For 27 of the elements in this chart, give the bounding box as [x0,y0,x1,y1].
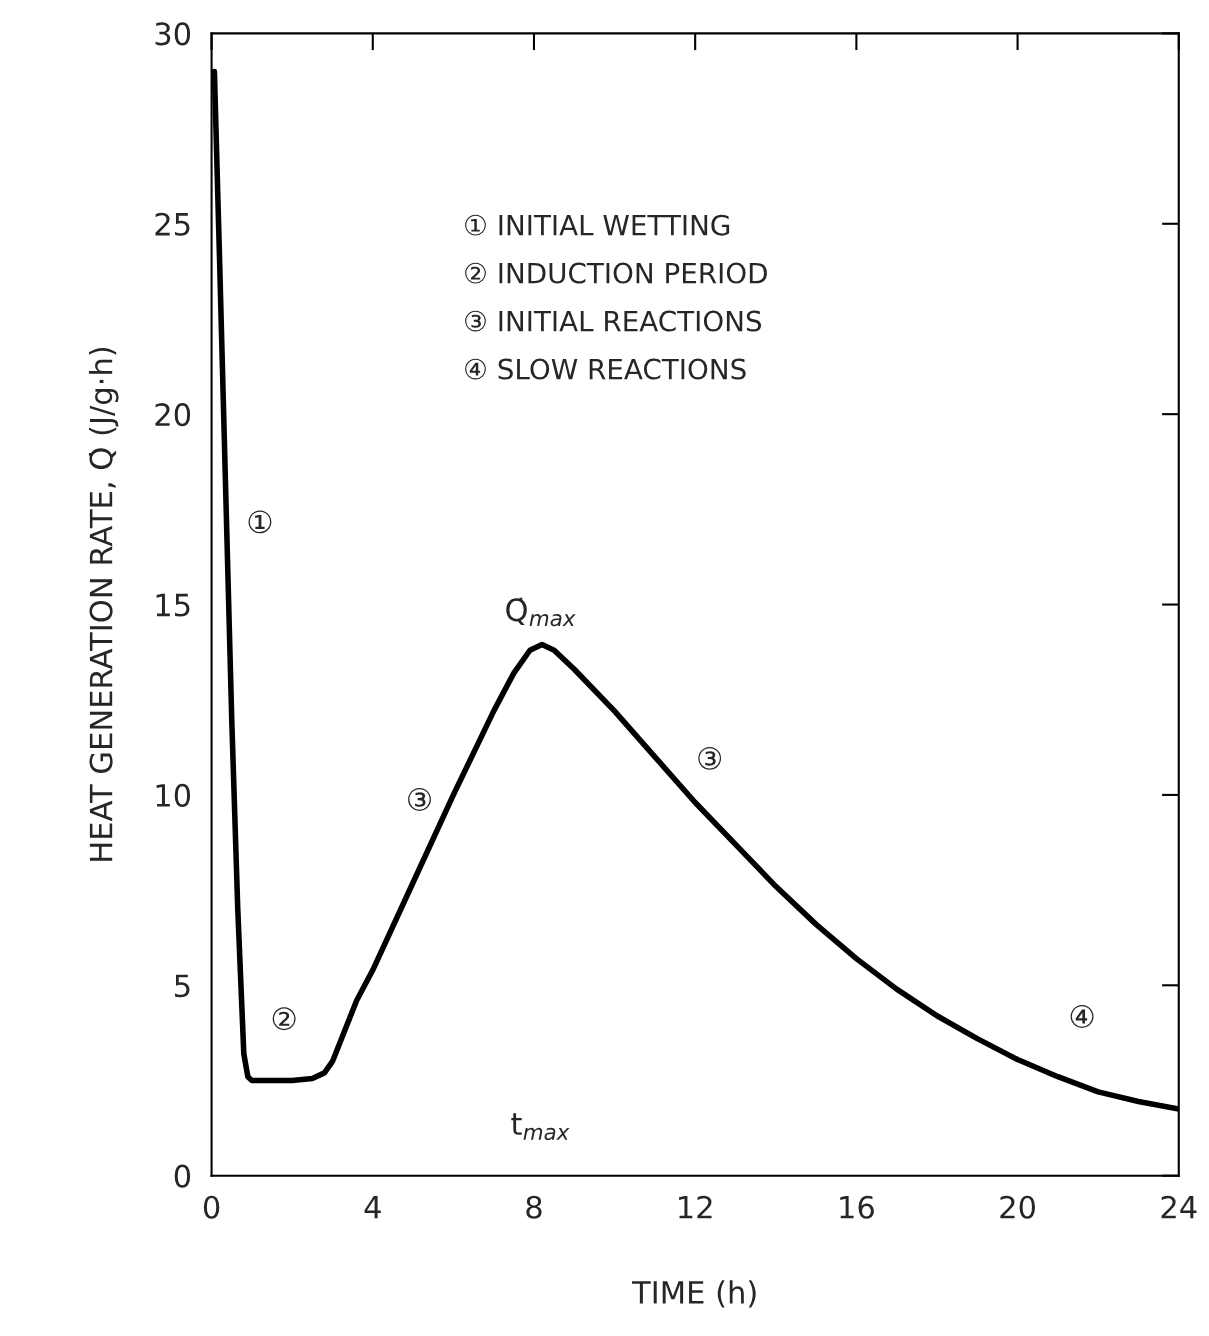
y-tick-label: 15 [156,593,190,617]
x-axis-title: TIME (h) [631,1280,756,1308]
annotation: ② INDUCTION PERIOD [465,262,767,284]
x-tick-label: 12 [679,1195,712,1219]
annotation: ① INITIAL WETTING [465,214,730,236]
annotation: ② [272,1007,296,1031]
y-tick-label: 20 [155,403,191,427]
annotation: t$_{max}$ [511,1113,570,1141]
y-tick-label: 25 [155,212,190,236]
annotation: ③ [698,746,722,770]
y-tick-label: 30 [155,22,191,46]
y-tick-label: 0 [174,1164,191,1188]
x-tick-label: 16 [840,1195,874,1219]
annotation: ④ SLOW REACTIONS [465,358,746,380]
x-tick-label: 0 [203,1195,220,1219]
annotation: ④ [1070,1005,1094,1028]
x-tick-label: 20 [1000,1195,1035,1219]
x-tick-label: 24 [1161,1195,1197,1219]
annotation: ③ [408,788,431,811]
y-tick-label: 10 [156,783,191,807]
annotation: Q̇$_{max}$ [506,597,576,627]
y-axis-title: HEAT GENERATION RATE, Q̇ (J/g·h) [88,347,119,861]
y-tick-label: 5 [175,974,190,998]
x-tick-label: 8 [526,1195,542,1219]
annotation: ③ INITIAL REACTIONS [465,310,762,332]
x-tick-label: 4 [364,1196,381,1219]
annotation: ① [248,510,272,534]
